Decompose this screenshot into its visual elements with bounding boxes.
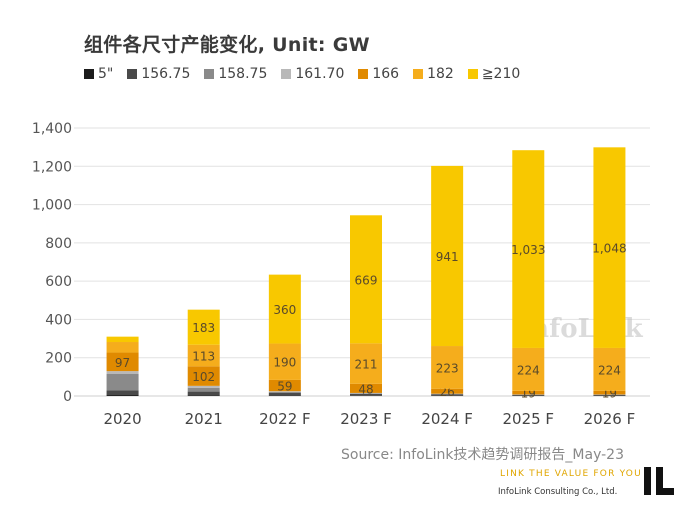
bar-segment: [268, 343, 301, 380]
legend-label: 156.75: [141, 66, 191, 82]
y-tick-label: 200: [45, 351, 72, 367]
x-tick-label: 2022 F: [259, 410, 311, 428]
data-label: 224: [517, 363, 540, 377]
data-label: 1,048: [592, 242, 626, 256]
bar-segment: [187, 387, 220, 392]
data-label: 223: [436, 361, 459, 375]
bar-segment: [106, 336, 139, 343]
y-tick-label: 1,200: [32, 159, 72, 175]
bar-segment: [431, 346, 464, 389]
data-label: 48: [358, 382, 373, 396]
legend-item: 158.75: [204, 66, 267, 82]
legend-label: 158.75: [218, 66, 268, 82]
x-tick-label: 2020: [103, 410, 141, 428]
y-tick-label: 600: [45, 274, 72, 290]
x-tick-label: 2023 F: [340, 410, 392, 428]
chart-title: 组件各尺寸产能变化, Unit: GW: [84, 34, 370, 56]
bar-segment: [268, 391, 301, 392]
x-tick-label: 2026 F: [584, 410, 636, 428]
x-tick-label: 2021: [185, 410, 223, 428]
bar-segment: [350, 343, 382, 384]
data-label: 360: [273, 303, 296, 317]
legend-swatch: [127, 69, 138, 79]
data-label: 669: [355, 273, 378, 287]
y-tick-label: 800: [45, 236, 72, 252]
legend-label: 161.70: [295, 66, 345, 82]
bar-segment: [187, 395, 220, 396]
bar-segment: [268, 391, 301, 393]
data-label: 59: [277, 380, 292, 394]
bar-segment: [593, 390, 626, 395]
y-tick-label: 400: [45, 312, 72, 328]
bar-segment: [106, 352, 139, 372]
x-tick-label: 2025 F: [502, 410, 554, 428]
bar-segment: [431, 165, 464, 347]
bar-segment: [350, 215, 382, 344]
y-tick-label: 1,000: [32, 198, 72, 214]
infolink-logo: [644, 467, 674, 495]
legend-swatch: [467, 69, 478, 79]
bar-segment: [187, 366, 220, 386]
y-tick-label: 0: [63, 389, 72, 405]
bar-segment: [106, 342, 139, 353]
bar-segment: [593, 147, 626, 348]
bar-segment: [350, 393, 382, 396]
y-tick-label: 1,400: [32, 121, 72, 137]
legend-swatch: [413, 69, 424, 79]
bar-segment: [431, 394, 464, 396]
legend-swatch: [84, 69, 94, 79]
legend-item: 182: [413, 66, 454, 82]
legend-item: 5": [84, 66, 113, 82]
company-name: InfoLink Consulting Co., Ltd.: [498, 487, 618, 497]
bar-segment: [512, 347, 545, 391]
legend-item: 156.75: [127, 66, 190, 82]
data-label: 211: [355, 358, 378, 372]
data-label: 941: [436, 250, 459, 264]
legend-item: ≧210: [467, 66, 521, 82]
data-label: 113: [192, 350, 215, 364]
legend-label: 182: [427, 66, 454, 82]
bar-segment: [350, 383, 382, 393]
data-label: 1,033: [511, 243, 545, 257]
bar-segment: [187, 309, 220, 345]
bar-segment: [268, 379, 301, 392]
bar-segment: [187, 385, 220, 388]
bar-segment: [106, 371, 139, 374]
source-note: Source: InfoLink技术趋势调研报告_May-23: [341, 447, 624, 463]
legend-item: 161.70: [281, 66, 344, 82]
legend-label: 5": [98, 66, 114, 82]
bar-segment: [187, 391, 220, 396]
bar-segment: [593, 394, 626, 396]
legend-swatch: [358, 69, 369, 79]
chart-legend: 5" 156.75 158.75 161.70 166 182 ≧210: [84, 66, 520, 82]
bar-segment: [106, 395, 139, 396]
x-tick-label: 2024 F: [421, 410, 473, 428]
bar-segment: [593, 347, 626, 391]
bar-segment: [512, 150, 545, 348]
legend-label: ≧210: [481, 66, 521, 82]
bar-segment: [350, 393, 382, 394]
data-label: 183: [192, 321, 215, 335]
legend-label: 166: [372, 66, 400, 82]
tagline: LINK THE VALUE FOR YOU: [500, 469, 642, 479]
data-label: 97: [115, 356, 130, 370]
bar-segment: [106, 390, 139, 396]
bar-segment: [512, 394, 545, 396]
legend-swatch: [281, 69, 292, 79]
bar-segment: [431, 388, 464, 394]
legend-item: 166: [358, 66, 399, 82]
bar-segment: [268, 274, 301, 344]
bar-segment: [187, 344, 220, 367]
data-label: 102: [192, 370, 215, 384]
bar-segment: [268, 392, 301, 396]
bar-segment: [512, 390, 545, 395]
data-label: 190: [273, 356, 296, 370]
data-label: 224: [598, 363, 621, 377]
bar-segment: [106, 373, 139, 391]
legend-swatch: [204, 69, 215, 79]
